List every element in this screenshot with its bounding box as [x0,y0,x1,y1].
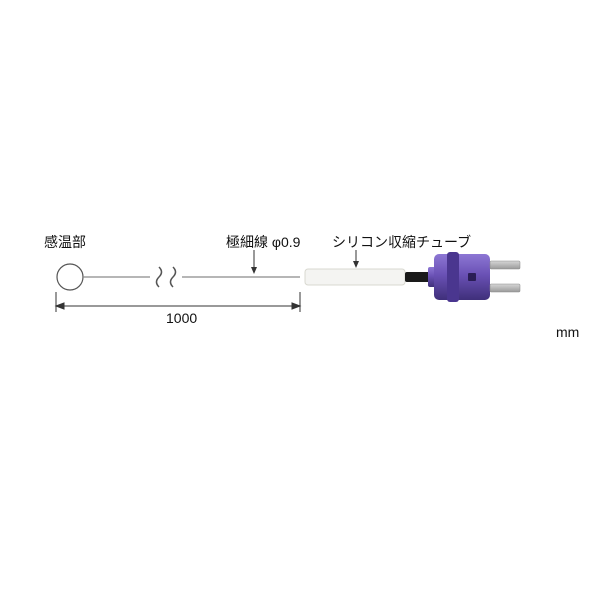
dimension-line [56,292,300,312]
label-fine-wire: 極細線 φ0.9 [226,232,300,252]
label-length-value: 1000 [166,310,197,326]
dim-arrow-left [56,303,64,309]
connector-slot [468,273,476,281]
silicone-arrow-head [353,261,359,268]
diagram-stage: 感温部 極細線 φ0.9 シリコン収縮チューブ 1000 mm [0,0,600,600]
connector [428,252,520,302]
label-unit: mm [556,324,579,340]
connector-body [434,254,490,300]
connector-prong-bottom [490,284,520,292]
sensor-tip-circle [57,264,83,290]
wave-break-gap [150,262,182,292]
connector-ridge [447,252,459,302]
label-sensor-tip: 感温部 [44,232,86,252]
connector-prong-top [490,261,520,269]
fine-wire-arrow-head [251,267,257,274]
silicone-tube [305,269,405,285]
label-silicone-tube: シリコン収縮チューブ [332,232,471,252]
diagram-svg [0,0,600,600]
dim-arrow-right [292,303,300,309]
